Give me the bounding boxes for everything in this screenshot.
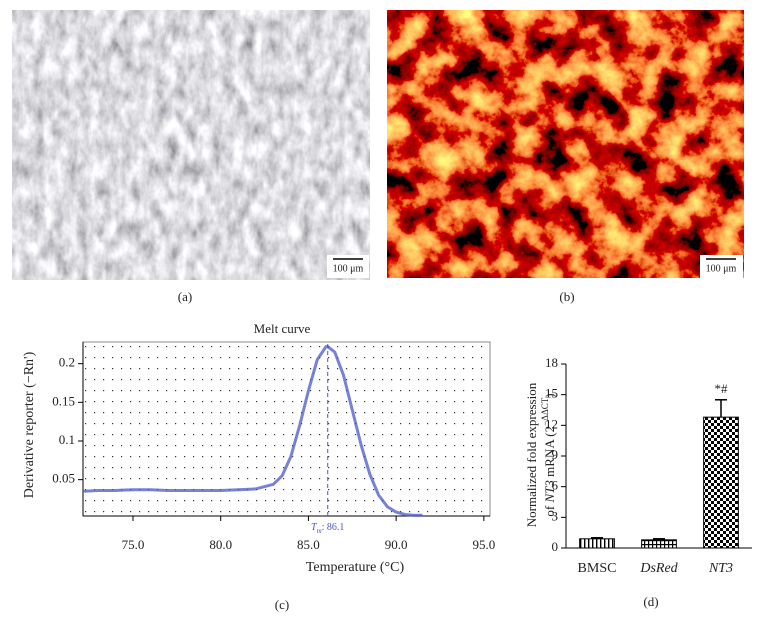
y-tick-label: 0.2 — [59, 355, 75, 370]
x-tick-label: 95.0 — [472, 537, 495, 552]
y-tick-label: 0 — [552, 539, 559, 554]
x-tick-label: 85.0 — [297, 537, 320, 552]
y-tick-label: 6 — [552, 478, 559, 493]
y-tick-label: 0.15 — [52, 393, 75, 408]
tm-subscript: m — [317, 527, 322, 535]
y-axis-label: of NT3 mRNA (2−ΔΔCT) — [540, 393, 557, 516]
melt-curve — [83, 345, 423, 517]
bar — [703, 416, 739, 549]
fluorescence-image — [387, 10, 744, 278]
y-tick-label: 0.05 — [52, 471, 75, 486]
x-tick-label: NT3 — [708, 561, 733, 576]
tm-text: : 86.1 — [322, 522, 345, 533]
bar — [641, 539, 677, 549]
panel-label: (a) — [178, 289, 192, 304]
y-label-part: mRNA (2 — [542, 426, 557, 480]
x-tick-label: BMSC — [578, 561, 617, 576]
tm-symbol: T — [311, 522, 318, 533]
x-tick-label: DsRed — [639, 561, 678, 576]
y-axis-label: Derivative reporter (−Rn') — [22, 351, 37, 498]
y-tick-label: 18 — [545, 355, 558, 370]
y-tick-label: 15 — [545, 386, 558, 401]
x-axis-label: Temperature (°C) — [306, 560, 405, 575]
scale-bar-box — [700, 255, 743, 278]
y-label-part: of — [542, 502, 557, 516]
tm-annotation: Tm: 86.1 — [311, 522, 344, 534]
bar — [579, 538, 615, 549]
y-label-part: ) — [542, 393, 557, 397]
scale-bar-box — [327, 255, 369, 278]
panel-label: (d) — [643, 594, 658, 609]
scale-bar-label: 100 μm — [706, 263, 737, 274]
x-tick-label: 80.0 — [209, 537, 232, 552]
panel-label: (c) — [275, 597, 289, 612]
y-axis-label: Normalized fold expression — [524, 382, 539, 527]
x-tick-label: 90.0 — [385, 537, 408, 552]
panel-label: (b) — [559, 289, 574, 304]
y-tick-label: 3 — [552, 508, 559, 523]
y-tick-label: 0.1 — [59, 432, 75, 447]
scale-bar-label: 100 μm — [333, 263, 364, 274]
significance-label: *# — [715, 381, 729, 396]
x-tick-label: 75.0 — [122, 537, 145, 552]
chart-title: Melt curve — [254, 321, 311, 336]
y-label-sup: −ΔΔCT — [540, 397, 550, 426]
y-tick-label: 12 — [545, 416, 558, 431]
y-tick-label: 9 — [552, 447, 559, 462]
y-label-gene: NT3 — [542, 480, 557, 504]
phase-contrast-image — [12, 10, 370, 280]
dot-grid — [83, 342, 490, 516]
